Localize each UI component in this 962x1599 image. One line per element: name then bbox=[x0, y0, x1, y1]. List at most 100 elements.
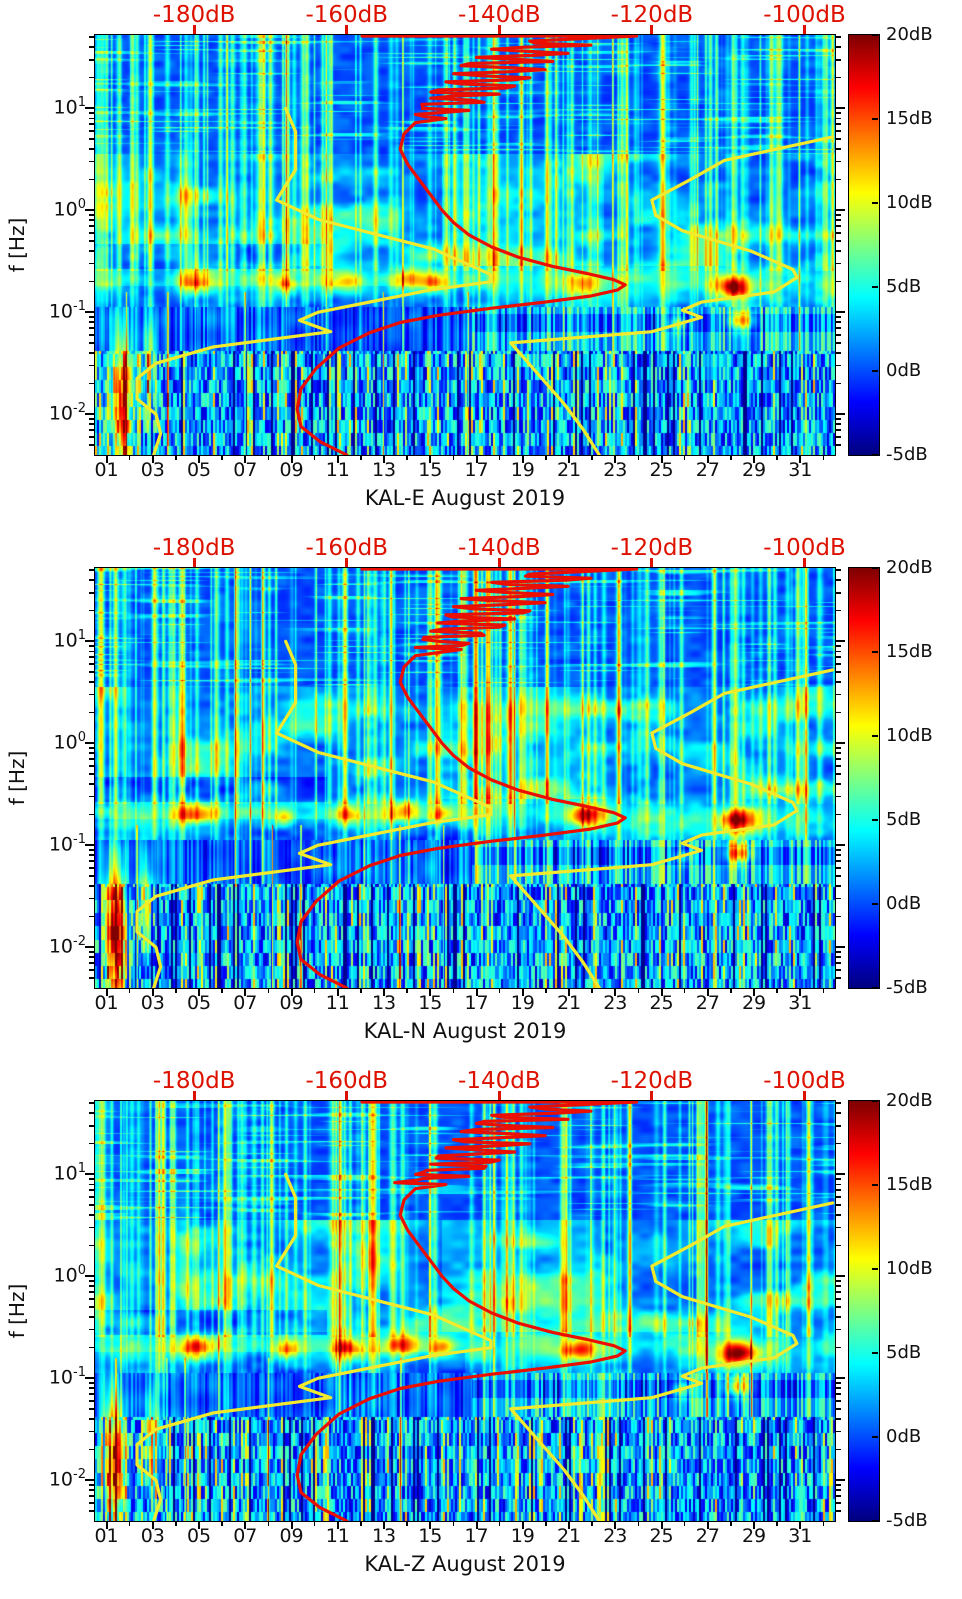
y-minor-tick-right bbox=[836, 232, 841, 234]
y-minor-tick bbox=[89, 1214, 94, 1216]
y-tick-exponent: 0 bbox=[77, 730, 86, 746]
y-tick-label: 100 bbox=[53, 730, 86, 754]
y-major-tick-right bbox=[836, 107, 845, 110]
y-major-tick bbox=[85, 742, 94, 745]
y-minor-tick-right bbox=[836, 752, 841, 754]
x-tick bbox=[660, 456, 663, 463]
y-minor-tick bbox=[89, 1280, 94, 1282]
y-minor-tick-right bbox=[836, 429, 841, 431]
x-tick-label: 05 bbox=[186, 1525, 212, 1547]
y-tick-label: 10-1 bbox=[48, 832, 86, 856]
panel-title: KAL-Z August 2019 bbox=[364, 1552, 566, 1576]
y-minor-tick bbox=[89, 316, 94, 318]
x-tick-label: 07 bbox=[233, 459, 258, 481]
x-tick bbox=[799, 1522, 802, 1529]
colorbar-tick-label: 15dB bbox=[886, 1174, 933, 1195]
y-minor-tick bbox=[89, 1484, 94, 1486]
y-minor-tick bbox=[89, 352, 94, 354]
y-major-tick bbox=[85, 107, 94, 110]
x-tick bbox=[521, 989, 524, 996]
y-minor-tick bbox=[89, 752, 94, 754]
x-minor-tick bbox=[267, 1522, 270, 1526]
y-minor-tick bbox=[89, 1393, 94, 1395]
y-major-tick bbox=[85, 1173, 94, 1176]
x-tick-label: 11 bbox=[325, 459, 350, 481]
y-minor-tick-right bbox=[836, 1183, 841, 1186]
x-tick-label: 01 bbox=[94, 459, 119, 481]
y-minor-tick-right bbox=[836, 262, 841, 265]
y-tick-exponent: -2 bbox=[73, 934, 86, 950]
y-major-tick-right bbox=[836, 413, 845, 416]
y-minor-tick-right bbox=[836, 316, 841, 318]
x-tick bbox=[475, 1522, 478, 1529]
y-minor-tick bbox=[89, 1502, 94, 1504]
y-minor-tick-right bbox=[836, 342, 841, 344]
x-minor-tick bbox=[498, 1522, 501, 1526]
colorbar-tick-label: 0dB bbox=[886, 1426, 922, 1447]
y-minor-tick-right bbox=[836, 747, 841, 749]
y-tick-exponent: -2 bbox=[73, 401, 86, 417]
y-minor-tick-right bbox=[836, 117, 841, 120]
y-minor-tick bbox=[89, 656, 94, 658]
y-minor-tick bbox=[89, 693, 94, 696]
y-tick-label: 100 bbox=[53, 197, 86, 221]
y-minor-tick bbox=[89, 1306, 94, 1308]
x-minor-tick bbox=[406, 1522, 408, 1526]
y-minor-tick bbox=[89, 592, 94, 594]
spectrogram-plot bbox=[94, 567, 836, 989]
colorbar-tick bbox=[872, 819, 878, 821]
y-minor-tick bbox=[89, 334, 94, 336]
colorbar-tick-label: 10dB bbox=[886, 192, 933, 213]
x-minor-tick bbox=[637, 1522, 640, 1526]
y-minor-tick-right bbox=[836, 1291, 841, 1293]
spectrogram-panel-kal-n: f [Hz] KAL-N August 2019 -180dB -160dB -14… bbox=[0, 533, 962, 1066]
x-minor-tick bbox=[313, 456, 316, 460]
y-minor-tick bbox=[89, 609, 94, 612]
top-axis-tick bbox=[802, 1091, 806, 1100]
y-minor-tick bbox=[89, 795, 94, 798]
top-axis-label: -140dB bbox=[458, 1068, 541, 1094]
colorbar-tick bbox=[872, 567, 878, 569]
y-minor-tick-right bbox=[836, 123, 841, 125]
y-tick-exponent: 0 bbox=[77, 1263, 86, 1279]
top-axis-label: -160dB bbox=[305, 2, 389, 28]
y-minor-tick-right bbox=[836, 681, 841, 683]
x-minor-tick bbox=[128, 456, 131, 460]
x-tick bbox=[429, 989, 432, 996]
x-tick bbox=[105, 989, 108, 996]
y-major-tick bbox=[85, 640, 94, 643]
x-minor-tick bbox=[406, 989, 408, 993]
y-minor-tick-right bbox=[836, 250, 841, 252]
y-minor-tick bbox=[89, 1316, 94, 1318]
x-minor-tick bbox=[591, 1522, 593, 1526]
y-minor-tick bbox=[89, 1189, 94, 1191]
y-minor-tick-right bbox=[836, 650, 841, 653]
y-minor-tick-right bbox=[836, 1430, 841, 1433]
x-tick-label: 21 bbox=[556, 459, 582, 481]
y-minor-tick-right bbox=[836, 1484, 841, 1486]
y-minor-tick-right bbox=[836, 76, 841, 79]
x-tick bbox=[568, 1522, 571, 1529]
x-tick bbox=[290, 989, 293, 996]
top-axis-label: -100dB bbox=[763, 535, 846, 561]
y-minor-tick-right bbox=[836, 1489, 841, 1491]
x-minor-tick bbox=[545, 456, 547, 460]
y-minor-tick bbox=[89, 1291, 94, 1293]
x-tick bbox=[105, 456, 108, 463]
x-tick bbox=[244, 1522, 247, 1529]
y-tick-exponent: 1 bbox=[77, 1161, 86, 1177]
x-minor-tick bbox=[776, 989, 778, 993]
y-minor-tick-right bbox=[836, 885, 841, 887]
colorbar-tick-label: 5dB bbox=[886, 1342, 922, 1363]
top-axis-label: -100dB bbox=[763, 2, 846, 28]
colorbar-tick-label: 5dB bbox=[886, 276, 922, 297]
y-minor-tick bbox=[89, 423, 94, 425]
y-minor-tick-right bbox=[836, 849, 841, 851]
y-minor-tick bbox=[89, 250, 94, 252]
top-axis-label: -180dB bbox=[152, 535, 236, 561]
yellow-high-noise-model-curve bbox=[509, 1201, 835, 1521]
y-tick-exponent: -1 bbox=[73, 1365, 86, 1381]
y-minor-tick-right bbox=[836, 758, 841, 760]
x-tick-label: 17 bbox=[464, 459, 489, 481]
y-minor-tick-right bbox=[836, 1387, 841, 1389]
